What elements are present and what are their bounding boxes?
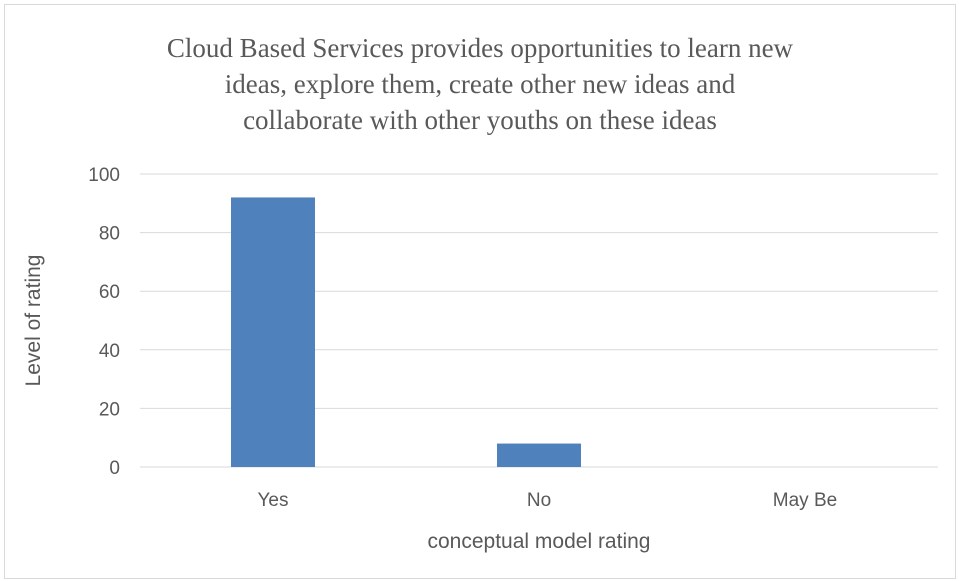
chart-title: Cloud Based Services provides opportunit…: [60, 30, 900, 138]
y-tick-label: 20: [99, 399, 120, 420]
bar-yes: [231, 197, 315, 467]
bars: [231, 197, 581, 467]
y-tick-label: 40: [99, 341, 120, 362]
chart-title-line-1: Cloud Based Services provides opportunit…: [166, 33, 794, 63]
x-tick-label: Yes: [258, 490, 289, 511]
y-tick-labels: 0 20 40 60 80 100: [88, 165, 120, 479]
y-axis-label: Level of rating: [22, 255, 45, 387]
chart-title-line-3: collaborate with other youths on these i…: [243, 105, 717, 135]
y-tick-label: 80: [99, 224, 120, 245]
x-tick-label: May Be: [773, 490, 837, 511]
x-tick-label: No: [527, 490, 551, 511]
x-axis-label: conceptual model rating: [428, 530, 651, 553]
y-tick-label: 100: [88, 165, 120, 186]
chart-title-line-2: ideas, explore them, create other new id…: [224, 69, 736, 99]
bar-no: [497, 443, 581, 467]
y-tick-label: 60: [99, 282, 120, 303]
x-tick-labels: Yes No May Be: [258, 490, 838, 511]
y-tick-label: 0: [109, 458, 120, 479]
